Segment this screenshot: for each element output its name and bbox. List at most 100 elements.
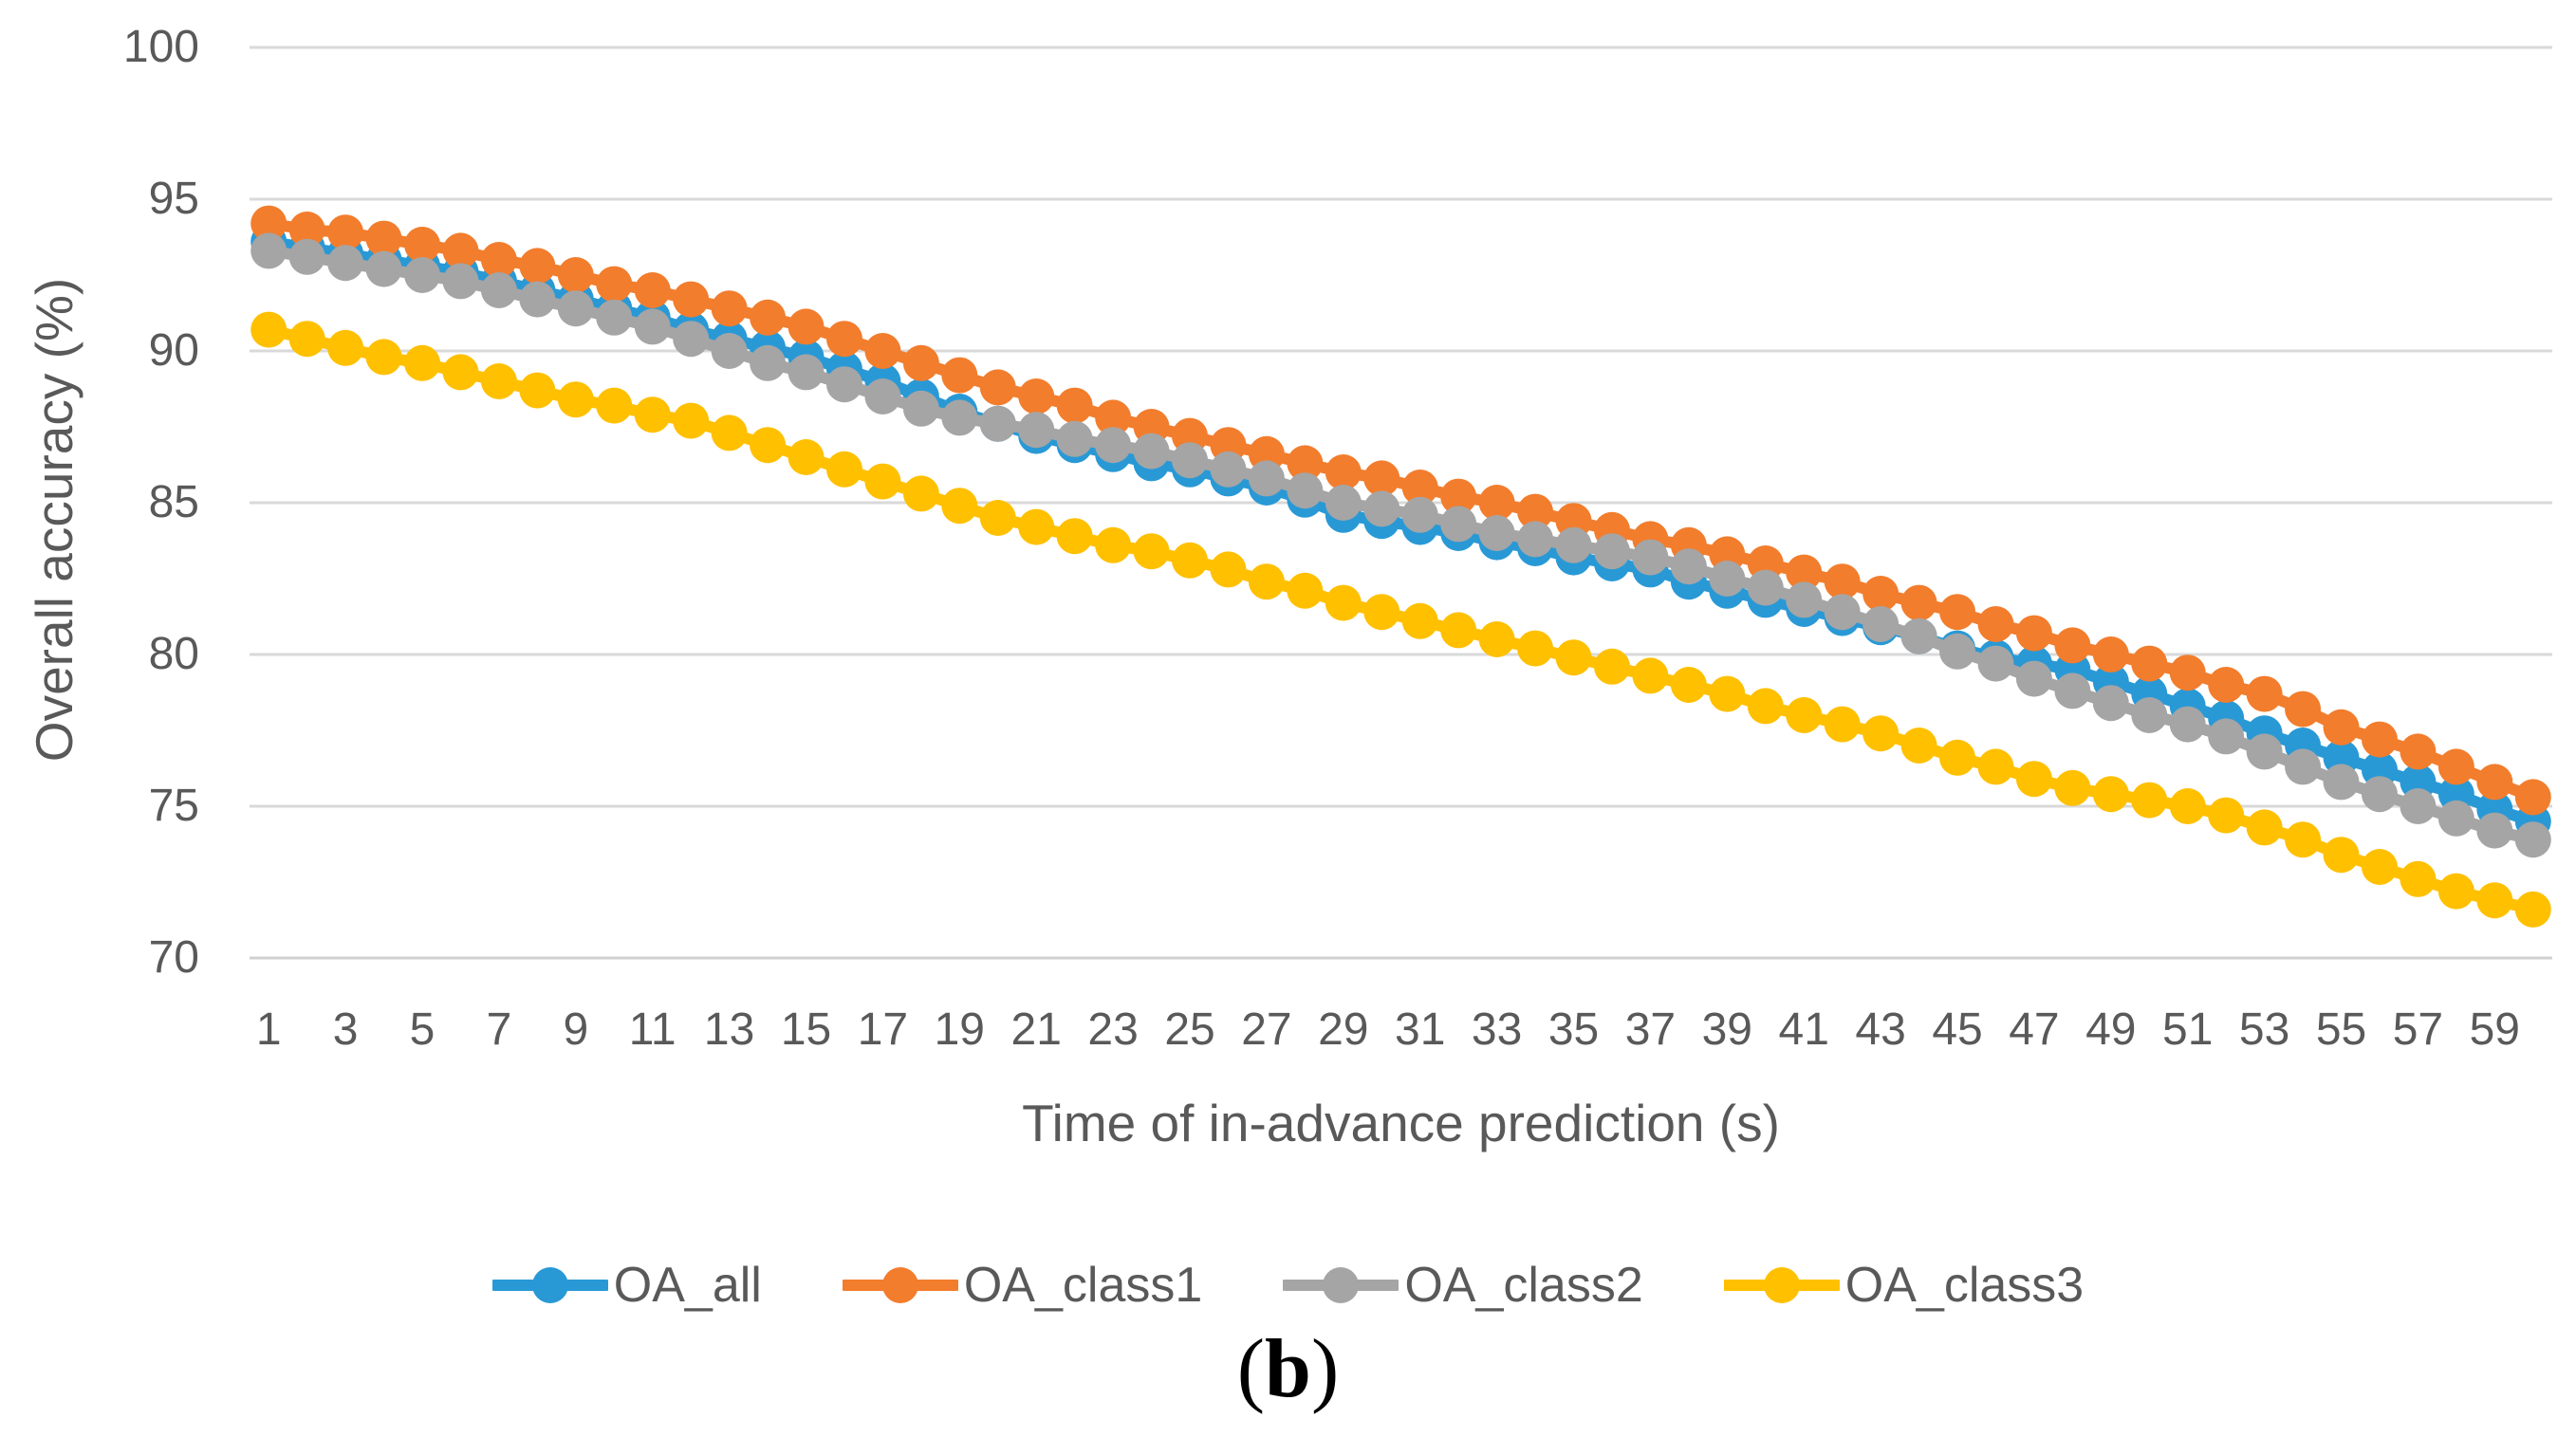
data-point-marker: [2015, 761, 2052, 798]
data-point-marker: [1056, 420, 1093, 457]
data-point-marker: [864, 378, 901, 415]
data-point-marker: [1824, 706, 1861, 743]
data-point-marker: [442, 354, 479, 391]
data-point-marker: [1018, 378, 1055, 415]
data-point-marker: [2323, 709, 2360, 746]
y-tick-label: 80: [148, 629, 199, 679]
data-point-marker: [825, 366, 862, 403]
data-point-marker: [519, 248, 556, 285]
x-tick-label: 29: [1318, 1004, 1369, 1055]
data-point-marker: [1593, 648, 1630, 685]
x-tick-label: 25: [1164, 1004, 1215, 1055]
data-point-marker: [2092, 776, 2129, 813]
data-point-marker: [2131, 697, 2168, 733]
data-point-marker: [673, 321, 710, 358]
data-point-marker: [1709, 561, 1746, 597]
data-point-marker: [1440, 478, 1477, 515]
data-point-marker: [2092, 685, 2129, 722]
x-tick-label: 9: [563, 1004, 589, 1055]
x-tick-label: 45: [1932, 1004, 1983, 1055]
data-point-marker: [1095, 526, 1132, 563]
data-point-marker: [634, 396, 671, 433]
data-point-marker: [788, 354, 825, 391]
legend-item-OA_class3: OA_class3: [1723, 1259, 2084, 1312]
data-point-marker: [1709, 675, 1746, 712]
data-point-marker: [2476, 882, 2513, 919]
data-point-marker: [327, 214, 364, 251]
data-point-marker: [1977, 645, 2014, 682]
x-tick-label: 15: [780, 1004, 832, 1055]
data-point-marker: [1555, 526, 1592, 563]
y-axis-title: Overall accuracy (%): [25, 277, 83, 763]
data-point-marker: [634, 272, 671, 308]
data-point-marker: [2514, 821, 2551, 858]
x-tick-label: 11: [628, 1004, 676, 1055]
data-point-marker: [902, 475, 939, 512]
data-point-marker: [1363, 460, 1400, 497]
series-markers-OA_class2: [250, 232, 2551, 858]
data-point-marker: [1939, 739, 1976, 776]
data-point-marker: [2054, 769, 2091, 806]
x-tick-label: 27: [1241, 1004, 1292, 1055]
x-tick-label: 19: [934, 1004, 985, 1055]
data-point-marker: [2361, 776, 2398, 813]
data-point-marker: [1900, 617, 1937, 654]
data-point-marker: [1018, 412, 1055, 449]
data-point-marker: [2437, 748, 2474, 785]
data-point-marker: [825, 321, 862, 358]
data-point-marker: [2169, 788, 2206, 824]
data-point-marker: [327, 329, 364, 366]
x-tick-label: 21: [1010, 1004, 1062, 1055]
x-tick-label: 47: [2009, 1004, 2060, 1055]
data-point-marker: [1018, 508, 1055, 545]
data-point-marker: [1517, 630, 1554, 667]
data-point-marker: [1095, 399, 1132, 436]
data-point-marker: [711, 290, 748, 327]
data-point-marker: [1939, 633, 1976, 670]
data-point-marker: [557, 381, 594, 418]
data-point-marker: [750, 427, 787, 464]
data-point-marker: [1478, 621, 1515, 657]
x-tick-label: 7: [486, 1004, 512, 1055]
data-point-marker: [1056, 387, 1093, 424]
data-point-marker: [1325, 454, 1362, 490]
data-point-marker: [2400, 733, 2437, 770]
data-point-marker: [365, 339, 402, 376]
data-point-marker: [288, 321, 325, 358]
data-point-marker: [596, 299, 633, 336]
data-point-marker: [1478, 485, 1515, 521]
data-point-marker: [288, 212, 325, 248]
legend-marker-OA_class3: [1723, 1267, 1840, 1303]
data-point-marker: [2169, 654, 2206, 691]
data-point-marker: [480, 363, 517, 399]
data-point-marker: [2361, 849, 2398, 885]
x-tick-label: 49: [2085, 1004, 2137, 1055]
legend-marker-dot: [1323, 1267, 1360, 1303]
x-tick-label: 43: [1855, 1004, 1906, 1055]
data-point-marker: [1287, 472, 1324, 509]
data-point-marker: [902, 390, 939, 427]
data-point-marker: [1863, 606, 1900, 642]
data-point-marker: [1670, 548, 1707, 585]
data-point-marker: [1363, 490, 1400, 527]
data-point-marker: [788, 308, 825, 345]
data-point-marker: [825, 451, 862, 488]
data-point-marker: [1325, 584, 1362, 621]
data-point-marker: [250, 232, 287, 269]
data-point-marker: [2285, 691, 2322, 728]
data-point-marker: [711, 333, 748, 369]
x-axis-title: Time of in-advance prediction (s): [1022, 1094, 1780, 1152]
data-point-marker: [519, 372, 556, 409]
legend-item-OA_class1: OA_class1: [842, 1259, 1202, 1312]
data-point-marker: [2208, 667, 2245, 703]
data-point-marker: [1939, 594, 1976, 631]
data-point-marker: [1172, 442, 1209, 479]
data-point-marker: [673, 402, 710, 439]
data-point-marker: [2323, 764, 2360, 801]
data-point-marker: [2054, 672, 2091, 709]
series-line-OA_class2: [263, 245, 2539, 846]
x-tick-label: 41: [1778, 1004, 1829, 1055]
data-point-marker: [1977, 748, 2014, 785]
data-point-marker: [1287, 572, 1324, 609]
